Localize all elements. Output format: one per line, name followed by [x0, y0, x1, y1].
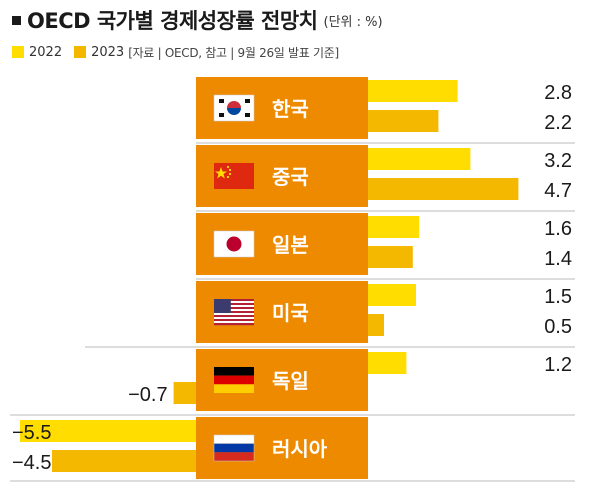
- value-label-2022-1: 2.8: [544, 82, 572, 104]
- bar-2023-5: [173, 382, 196, 404]
- chart-title-row: OECD 국가별 경제성장률 전망치 (단위 : %): [12, 6, 383, 34]
- china-flag-icon: [214, 163, 254, 189]
- bar-2022-2: [368, 148, 471, 170]
- bar-2022-3: [368, 216, 420, 238]
- title-bullet-icon: [12, 15, 21, 25]
- value-label-2022-3: 1.6: [544, 218, 572, 240]
- country-label-5: 독일: [272, 369, 309, 393]
- value-label-2022-6: −5.5: [12, 422, 51, 444]
- chart-title: OECD 국가별 경제성장률 전망치: [27, 9, 318, 33]
- value-label-2023-6: −4.5: [12, 452, 51, 474]
- bar-2022-1: [368, 80, 458, 102]
- legend-swatch-2022: [12, 46, 24, 58]
- value-label-2023-1: 2.2: [544, 112, 572, 134]
- legend-label-2023: 2023: [91, 44, 125, 60]
- bar-2023-4: [368, 314, 384, 336]
- value-label-2023-4: 0.5: [544, 316, 572, 338]
- legend-swatch-2023: [74, 46, 87, 58]
- bar-2023-1: [368, 110, 439, 132]
- value-label-2022-2: 3.2: [544, 150, 572, 172]
- country-label-4: 미국: [272, 301, 309, 325]
- legend-label-2022: 2022: [29, 44, 63, 60]
- korea-flag-icon: [213, 94, 255, 122]
- value-label-2022-4: 1.5: [544, 286, 572, 308]
- country-label-6: 러시아: [272, 437, 328, 461]
- country-label-2: 중국: [272, 165, 309, 189]
- bar-2023-6: [52, 450, 196, 472]
- value-label-2022-5: 1.2: [544, 354, 572, 376]
- country-label-1: 한국: [272, 97, 309, 121]
- bar-2022-5: [368, 352, 407, 374]
- usa-flag-icon: [214, 299, 254, 326]
- japan-flag-icon: [213, 230, 255, 258]
- germany-flag-icon: [214, 367, 254, 393]
- value-label-2023-5: −0.7: [128, 384, 167, 406]
- unit-label: (단위 : %): [323, 14, 383, 30]
- bar-2022-6: [20, 420, 196, 442]
- bar-2022-4: [368, 284, 416, 306]
- bar-2023-3: [368, 246, 413, 268]
- value-label-2023-3: 1.4: [544, 248, 572, 270]
- value-label-2023-2: 4.7: [544, 180, 572, 202]
- country-label-3: 일본: [272, 233, 309, 257]
- source-note: [자료 | OECD, 참고 | 9월 26일 발표 기준]: [128, 45, 339, 60]
- legend: 2022 2023 [자료 | OECD, 참고 | 9월 26일 발표 기준]: [12, 42, 339, 62]
- bar-2023-2: [368, 178, 519, 200]
- russia-flag-icon: [213, 434, 255, 462]
